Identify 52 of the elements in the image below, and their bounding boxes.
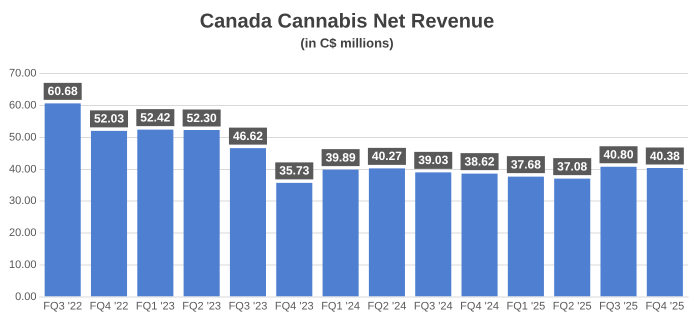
data-label: 38.62 — [464, 154, 495, 168]
data-label: 52.03 — [94, 112, 124, 126]
bar — [462, 174, 498, 296]
bar — [554, 178, 590, 296]
bar — [90, 130, 128, 296]
x-tick-label: FQ2 '25 — [552, 300, 592, 312]
y-tick-label: 20.00 — [8, 227, 37, 240]
data-label: 35.73 — [279, 164, 310, 178]
y-tick-label: 60.00 — [8, 100, 37, 112]
x-tick-label: FQ4 '22 — [90, 300, 128, 312]
y-tick-label: 0.00 — [15, 290, 37, 303]
x-tick-label: FQ1 '25 — [506, 300, 546, 312]
data-label: 39.03 — [418, 153, 449, 168]
bar — [276, 182, 312, 296]
data-label: 40.27 — [372, 149, 402, 164]
bar — [137, 130, 174, 296]
y-tick-label: 40.00 — [8, 163, 37, 176]
data-label: 39.89 — [326, 150, 356, 164]
y-tick-label: 50.00 — [8, 131, 37, 144]
bar — [368, 168, 405, 296]
data-label: 37.68 — [510, 157, 542, 172]
y-tick-label: 30.00 — [8, 195, 37, 208]
x-tick-label: FQ2 '23 — [182, 300, 222, 312]
y-tick-label: 70.00 — [8, 68, 37, 80]
data-label: 46.62 — [232, 128, 264, 143]
data-label: 40.80 — [604, 148, 634, 162]
data-label: 37.08 — [557, 159, 588, 174]
x-tick-label: FQ2 '24 — [368, 300, 406, 312]
data-label: 40.38 — [650, 148, 680, 163]
x-tick-label: FQ3 '22 — [43, 300, 82, 312]
bar — [415, 172, 452, 296]
bar — [322, 170, 359, 296]
x-tick-label: FQ1 '23 — [136, 300, 175, 312]
x-tick-label: FQ3 '23 — [228, 300, 268, 312]
bar — [600, 166, 637, 296]
chart-title: Canada Cannabis Net Revenue — [200, 10, 494, 33]
x-tick-label: FQ3 '25 — [599, 300, 638, 312]
x-tick-label: FQ4 '25 — [645, 300, 684, 312]
data-label: 52.42 — [140, 110, 171, 124]
x-tick-label: FQ4 '23 — [274, 300, 314, 312]
bar — [508, 176, 544, 296]
x-tick-label: FQ3 '24 — [414, 300, 453, 312]
data-label: 52.30 — [186, 110, 217, 125]
chart-subtitle: (in C$ millions) — [300, 35, 394, 50]
bar — [646, 168, 683, 296]
bar — [44, 103, 81, 296]
bar — [184, 130, 220, 296]
x-tick-label: FQ1 '24 — [321, 300, 360, 312]
data-label: 60.68 — [48, 84, 78, 98]
y-tick-label: 10.00 — [8, 258, 37, 271]
bar — [230, 148, 266, 296]
x-tick-label: FQ4 '24 — [460, 300, 499, 312]
